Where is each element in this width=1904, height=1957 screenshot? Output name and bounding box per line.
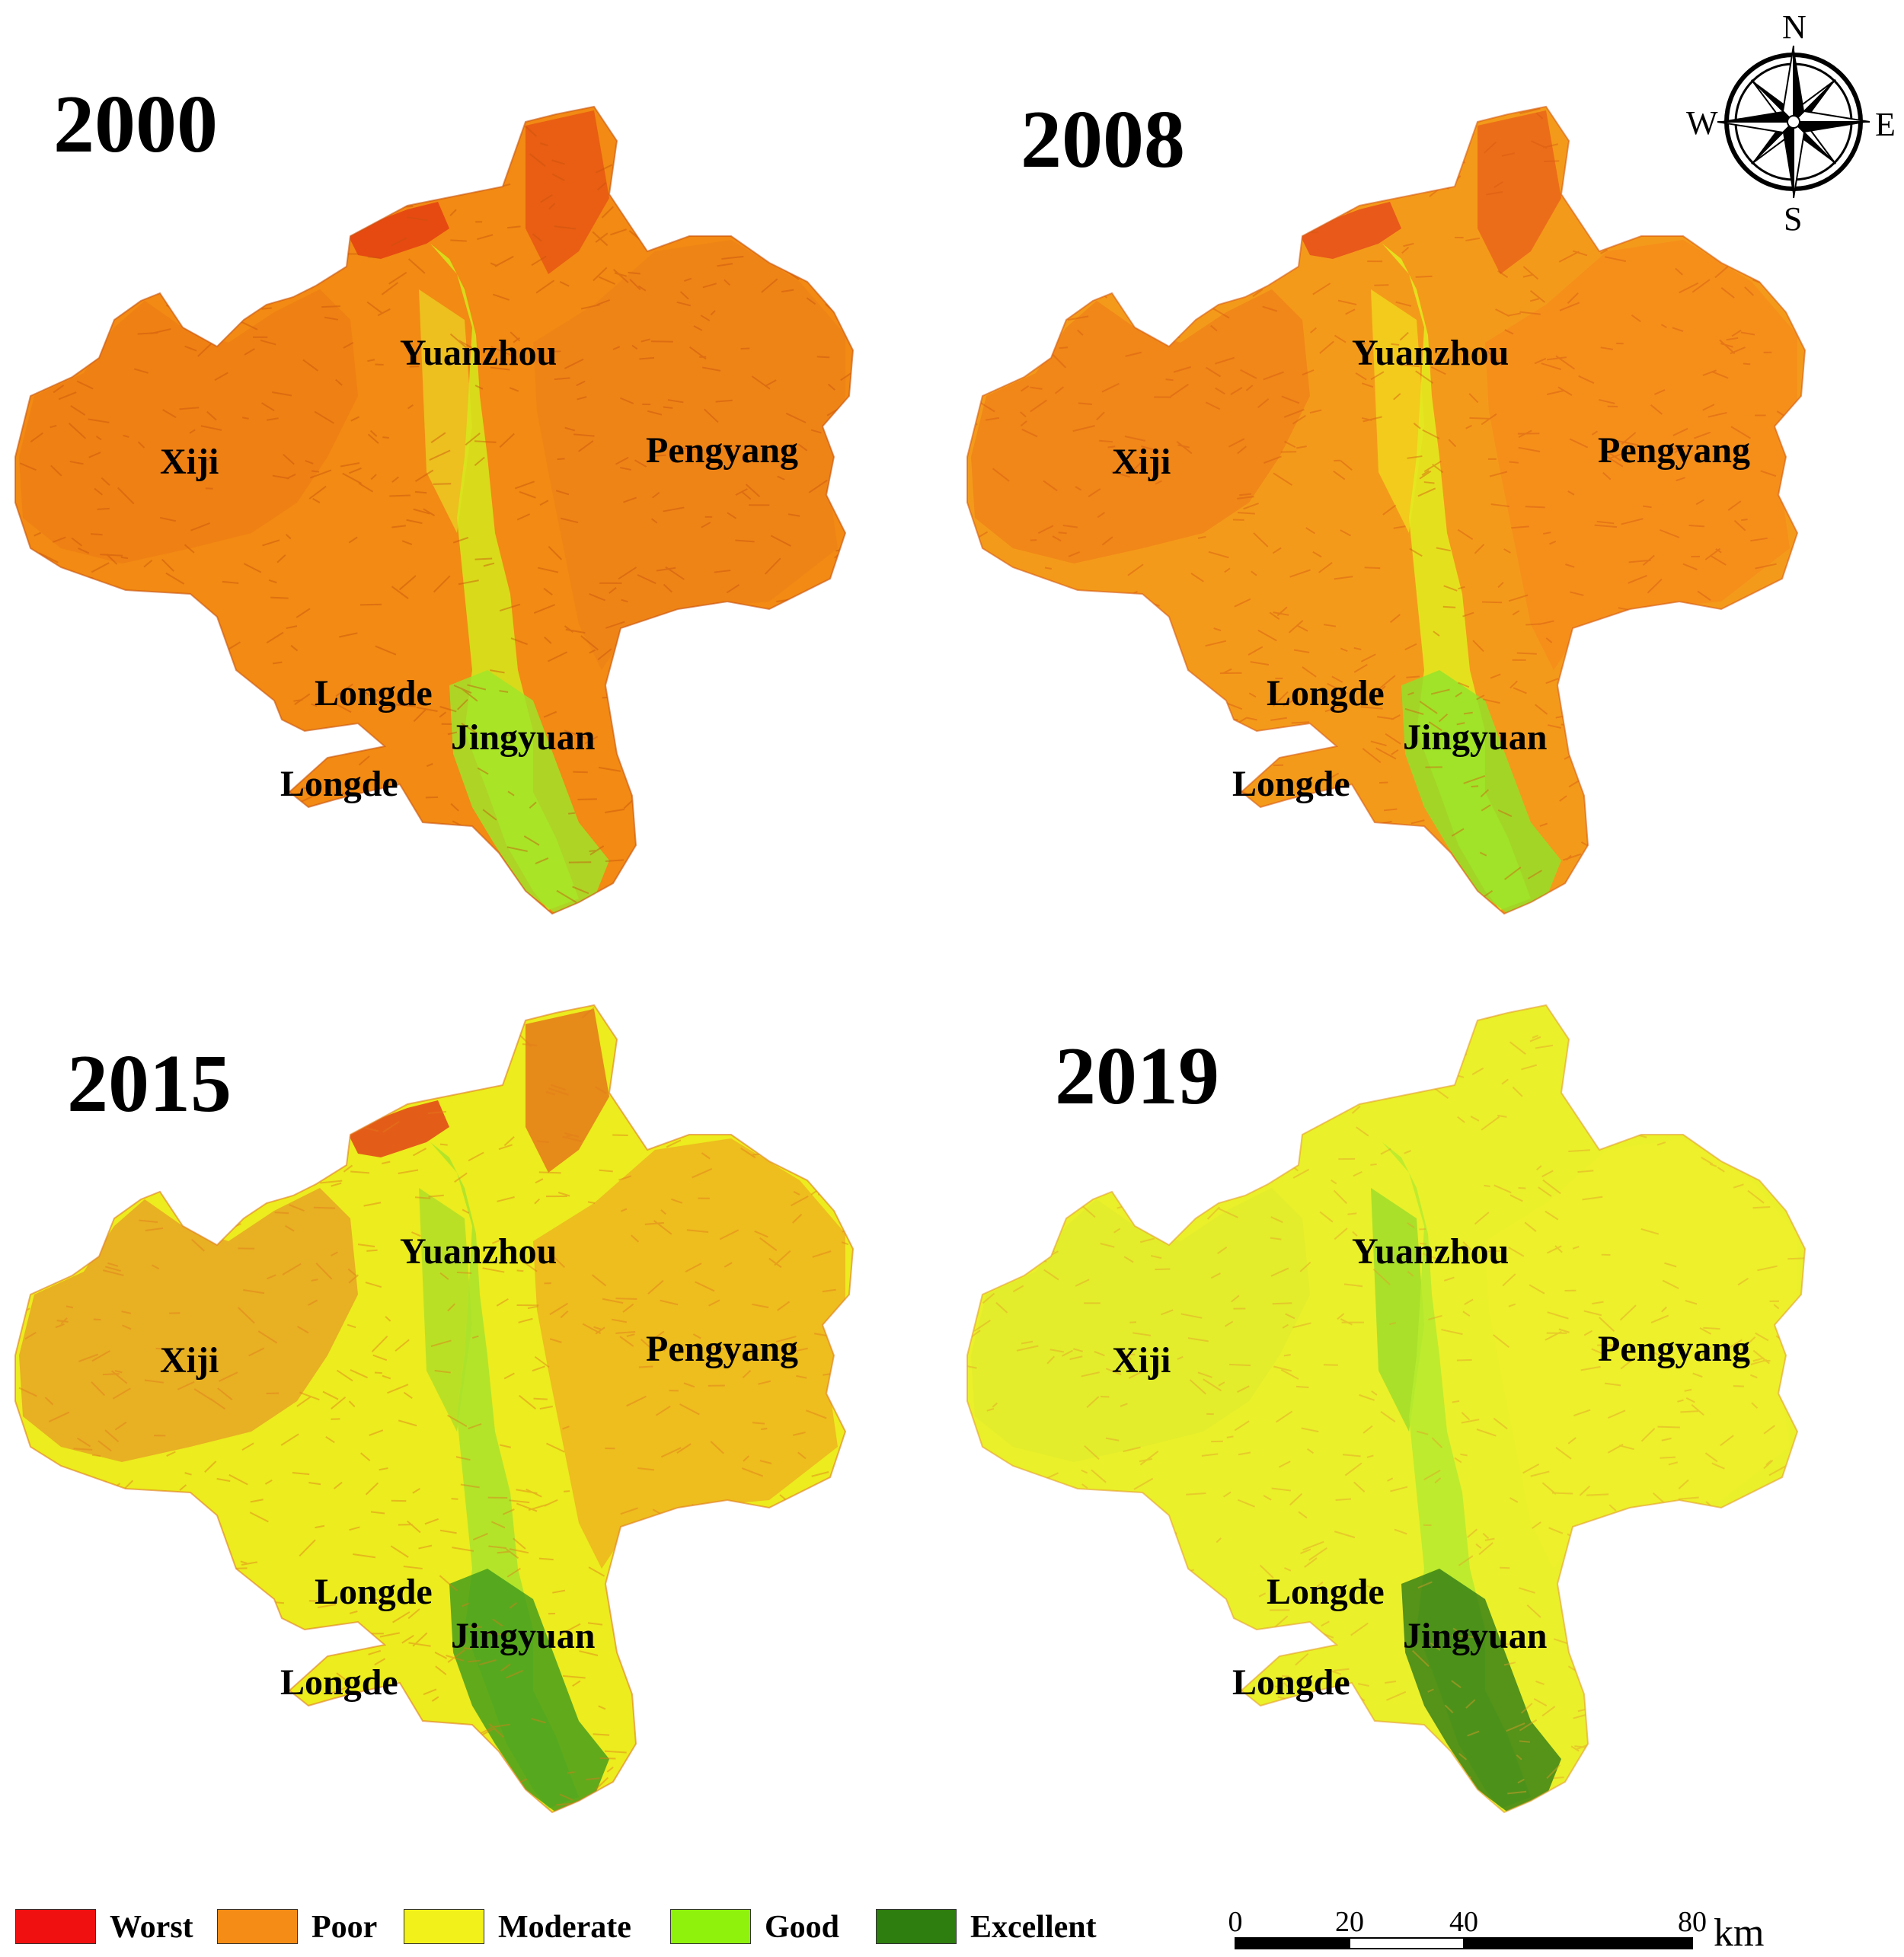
compass-south: S xyxy=(1784,200,1803,238)
place-longde-north: Longde xyxy=(315,673,433,714)
region-northwest-zone xyxy=(347,202,449,259)
year-label: 2000 xyxy=(53,79,218,170)
region-west-zone xyxy=(19,1188,358,1462)
place-pengyang: Pengyang xyxy=(1598,430,1751,471)
region-valley-upper xyxy=(419,1188,472,1432)
year-label: 2008 xyxy=(1021,94,1185,185)
region-east-zone xyxy=(533,240,845,670)
region-north-zone xyxy=(1478,1009,1561,1173)
map-panel-2019: 2019 Yuanzhou Xiji Pengyang Longde Jingy… xyxy=(952,899,1904,1835)
place-jingyuan: Jingyuan xyxy=(451,1616,596,1656)
legend-swatch xyxy=(876,1909,957,1944)
legend-label: Poor xyxy=(311,1910,378,1945)
legend-swatch xyxy=(670,1909,751,1944)
scale-bar-graphic xyxy=(1235,1937,1693,1949)
region-map xyxy=(14,1004,855,1814)
region-valley-zone xyxy=(1382,1142,1531,1809)
region-valley-zone xyxy=(430,244,579,910)
place-yuanzhou: Yuanzhou xyxy=(400,1231,557,1272)
compass-west: W xyxy=(1686,104,1718,142)
region-valley-zone xyxy=(1382,244,1531,910)
place-longde-north: Longde xyxy=(1267,1572,1385,1612)
region-north-zone xyxy=(526,110,609,274)
legend-label: Worst xyxy=(110,1910,193,1945)
region-south-zone xyxy=(449,670,609,914)
legend-label: Good xyxy=(765,1910,840,1945)
region-east-zone xyxy=(533,1138,845,1569)
legend-label: Excellent xyxy=(970,1910,1097,1945)
region-valley-zone xyxy=(430,1142,579,1809)
region-south-zone xyxy=(449,1569,609,1812)
scale-segment xyxy=(1349,1937,1465,1949)
place-pengyang: Pengyang xyxy=(646,1329,799,1369)
region-east-zone xyxy=(1485,240,1797,670)
scale-tick-label: 80 xyxy=(1678,1906,1707,1938)
region-south-zone xyxy=(1401,670,1561,914)
scale-tick-label: 0 xyxy=(1228,1906,1243,1938)
place-yuanzhou: Yuanzhou xyxy=(400,333,557,373)
map-panel-2008: 2008 Yuanzhou Xiji Pengyang Longde Jingy… xyxy=(952,0,1904,937)
compass-east: E xyxy=(1875,106,1896,143)
region-north-zone xyxy=(1478,110,1561,274)
region-map xyxy=(14,105,855,915)
legend-swatch xyxy=(217,1909,298,1944)
legend-swatch xyxy=(15,1909,96,1944)
place-yuanzhou: Yuanzhou xyxy=(1352,333,1509,373)
place-jingyuan: Jingyuan xyxy=(1403,717,1548,758)
map-panel-2000: 2000 Yuanzhou Xiji Pengyang Longde Jingy… xyxy=(0,0,952,937)
compass-rose-icon: N S W E xyxy=(1676,8,1904,236)
place-xiji: Xiji xyxy=(1112,442,1171,482)
place-longde-south: Longde xyxy=(280,764,398,804)
place-longde-south: Longde xyxy=(280,1662,398,1703)
legend-label: Moderate xyxy=(498,1910,631,1945)
map-panel-2015: 2015 Yuanzhou Xiji Pengyang Longde Jingy… xyxy=(0,899,952,1835)
place-xiji: Xiji xyxy=(1112,1340,1171,1381)
legend-swatch xyxy=(404,1909,484,1944)
place-pengyang: Pengyang xyxy=(646,430,799,471)
region-east-zone xyxy=(1485,1138,1797,1569)
place-longde-north: Longde xyxy=(315,1572,433,1612)
place-yuanzhou: Yuanzhou xyxy=(1352,1231,1509,1272)
region-northwest-zone xyxy=(1299,202,1401,259)
region-map xyxy=(966,105,1807,915)
place-longde-south: Longde xyxy=(1232,764,1350,804)
place-jingyuan: Jingyuan xyxy=(451,717,596,758)
region-west-zone xyxy=(19,289,358,563)
scale-segment xyxy=(1235,1937,1350,1949)
region-west-zone xyxy=(971,289,1310,563)
place-longde-north: Longde xyxy=(1267,673,1385,714)
place-xiji: Xiji xyxy=(160,1340,219,1381)
scale-unit: km xyxy=(1714,1911,1765,1955)
region-valley-upper xyxy=(1371,1188,1424,1432)
region-south-zone xyxy=(1401,1569,1561,1812)
region-northwest-zone xyxy=(1299,1100,1401,1157)
region-northwest-zone xyxy=(347,1100,449,1157)
place-pengyang: Pengyang xyxy=(1598,1329,1751,1369)
compass-north: N xyxy=(1782,8,1807,46)
year-label: 2015 xyxy=(67,1039,232,1129)
region-map xyxy=(966,1004,1807,1814)
region-west-zone xyxy=(971,1188,1310,1462)
place-longde-south: Longde xyxy=(1232,1662,1350,1703)
region-valley-upper xyxy=(419,289,472,533)
compass-star-icon xyxy=(1717,45,1870,199)
region-north-zone xyxy=(526,1009,609,1173)
scale-segment xyxy=(1463,1937,1693,1949)
place-jingyuan: Jingyuan xyxy=(1403,1616,1548,1656)
scale-tick-label: 40 xyxy=(1449,1906,1478,1938)
place-xiji: Xiji xyxy=(160,442,219,482)
region-valley-upper xyxy=(1371,289,1424,533)
legend: Worst Poor Moderate Good Excellent xyxy=(15,1904,1158,1949)
year-label: 2019 xyxy=(1055,1031,1219,1122)
scale-tick-label: 20 xyxy=(1335,1906,1364,1938)
scale-bar: 0 20 40 80 km xyxy=(1211,1908,1881,1957)
